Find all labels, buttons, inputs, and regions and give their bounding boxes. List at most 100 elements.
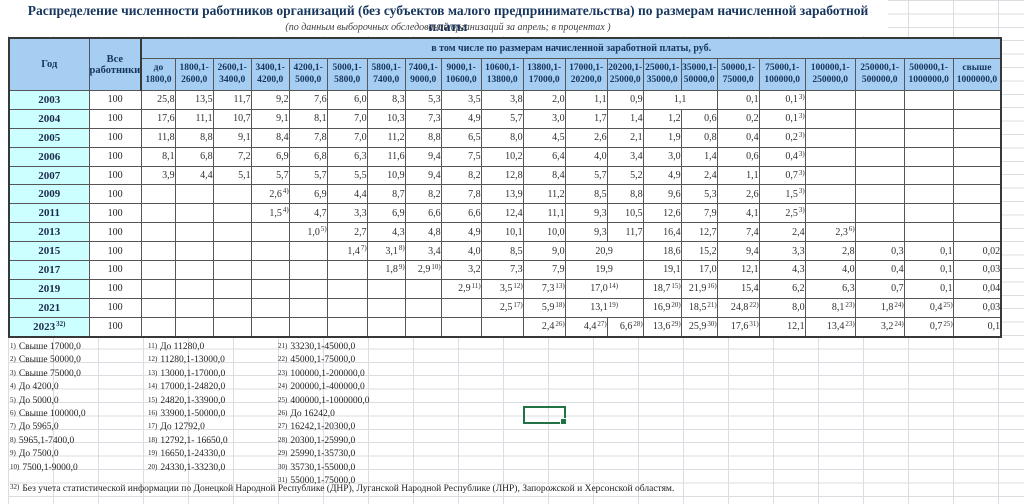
table-cell[interactable]: 4,7 — [288, 203, 328, 224]
column-header[interactable]: 250000,1- 500000,0 — [854, 58, 905, 91]
table-cell[interactable]: 5,1 — [212, 165, 252, 186]
table-cell[interactable]: 7,8 — [440, 184, 482, 205]
column-header[interactable]: 75000,1- 100000,0 — [758, 58, 806, 91]
table-cell[interactable] — [140, 203, 176, 224]
table-cell[interactable] — [952, 146, 1002, 167]
table-cell[interactable] — [404, 278, 442, 299]
table-cell[interactable] — [212, 241, 252, 262]
table-cell[interactable]: 6,4 — [522, 146, 566, 167]
table-cell[interactable] — [212, 203, 252, 224]
table-cell[interactable]: 5,7 — [288, 165, 328, 186]
table-cell[interactable]: 1,1 — [564, 90, 608, 110]
table-cell[interactable]: 10,2 — [480, 146, 524, 167]
table-cell[interactable]: 8,123) — [804, 297, 856, 318]
table-cell[interactable]: 5,2 — [606, 165, 644, 186]
table-cell[interactable]: 11,7 — [212, 90, 252, 110]
column-header[interactable]: 4200,1- 5000,0 — [288, 58, 328, 91]
table-cell[interactable] — [952, 203, 1002, 224]
table-cell[interactable] — [854, 165, 905, 186]
table-cell[interactable] — [140, 297, 176, 318]
year-cell[interactable]: 2007 — [8, 165, 90, 186]
table-cell[interactable]: 4,0 — [564, 146, 608, 167]
table-cell[interactable]: 8,5 — [564, 184, 608, 205]
column-header[interactable]: 13800,1- 17000,0 — [522, 58, 566, 91]
table-cell[interactable]: 5,3 — [680, 184, 718, 205]
table-cell[interactable]: 11,2 — [522, 184, 566, 205]
table-cell[interactable]: 11,6 — [366, 146, 406, 167]
table-cell[interactable]: 3,5 — [440, 90, 482, 110]
table-cell[interactable] — [903, 165, 954, 186]
table-cell[interactable]: 9,1 — [250, 108, 290, 129]
table-cell[interactable]: 0,04 — [952, 278, 1002, 299]
table-cell[interactable] — [804, 203, 856, 224]
table-cell[interactable] — [854, 108, 905, 129]
table-cell[interactable]: 4,5 — [522, 127, 566, 148]
table-cell[interactable]: 6,0 — [326, 90, 368, 110]
table-cell[interactable]: 9,4 — [404, 165, 442, 186]
table-cell[interactable]: 0,23) — [758, 127, 806, 148]
year-cell[interactable]: 2015 — [8, 241, 90, 262]
table-cell[interactable]: 6,2 — [758, 278, 806, 299]
table-cell[interactable]: 7,313) — [522, 278, 566, 299]
table-cell[interactable]: 9,3 — [564, 222, 608, 243]
table-cell[interactable]: 1,2 — [642, 108, 682, 129]
table-cell[interactable]: 12,6 — [642, 203, 682, 224]
table-cell[interactable] — [952, 165, 1002, 186]
table-cell[interactable]: 9,2 — [250, 90, 290, 110]
table-cell[interactable]: 6,3 — [804, 278, 856, 299]
table-cell[interactable] — [212, 278, 252, 299]
column-header[interactable]: 9000,1- 10600,0 — [440, 58, 482, 91]
table-cell[interactable]: 2,1 — [606, 127, 644, 148]
column-header[interactable]: 50000,1- 75000,0 — [716, 58, 760, 91]
table-cell[interactable]: 17,6 — [140, 108, 176, 129]
table-cell[interactable]: 6,9 — [288, 184, 328, 205]
table-cell[interactable] — [903, 222, 954, 243]
table-cell[interactable]: 0,725) — [903, 316, 954, 338]
table-cell[interactable]: 5,918) — [522, 297, 566, 318]
year-cell[interactable]: 2021 — [8, 297, 90, 318]
total-cell[interactable]: 100 — [88, 260, 142, 280]
table-cell[interactable]: 3,4 — [404, 241, 442, 262]
year-cell[interactable]: 2013 — [8, 222, 90, 243]
table-cell[interactable] — [366, 278, 406, 299]
table-cell[interactable]: 3,18) — [366, 241, 406, 262]
table-cell[interactable]: 7,6 — [288, 90, 328, 110]
total-cell[interactable]: 100 — [88, 203, 142, 224]
table-cell[interactable]: 13,629) — [642, 316, 682, 338]
table-cell[interactable]: 25,8 — [140, 90, 176, 110]
table-cell[interactable]: 1,47) — [326, 241, 368, 262]
table-cell[interactable]: 5,3 — [404, 90, 442, 110]
table-cell[interactable] — [804, 184, 856, 205]
table-cell[interactable]: 6,628) — [606, 316, 644, 338]
table-cell[interactable]: 4,4 — [174, 165, 214, 186]
table-cell[interactable]: 9,6 — [642, 184, 682, 205]
table-cell[interactable]: 7,8 — [288, 127, 328, 148]
table-cell[interactable]: 1,1 — [642, 90, 718, 110]
table-cell[interactable]: 7,0 — [326, 127, 368, 148]
year-cell[interactable]: 2017 — [8, 260, 90, 280]
total-cell[interactable]: 100 — [88, 165, 142, 186]
total-cell[interactable]: 100 — [88, 146, 142, 167]
table-cell[interactable] — [250, 316, 290, 338]
table-cell[interactable]: 2,0 — [522, 90, 566, 110]
column-header[interactable]: 17000,1- 20200,0 — [564, 58, 608, 91]
table-cell[interactable]: 4,8 — [404, 222, 442, 243]
table-cell[interactable] — [174, 203, 214, 224]
table-cell[interactable]: 3,9 — [140, 165, 176, 186]
table-cell[interactable]: 1,54) — [250, 203, 290, 224]
total-cell[interactable]: 100 — [88, 297, 142, 318]
table-cell[interactable] — [854, 203, 905, 224]
table-cell[interactable] — [854, 222, 905, 243]
table-cell[interactable] — [174, 316, 214, 338]
table-cell[interactable] — [440, 297, 482, 318]
table-cell[interactable]: 2,6 — [564, 127, 608, 148]
table-cell[interactable]: 1,824) — [854, 297, 905, 318]
table-cell[interactable]: 15,2 — [680, 241, 718, 262]
total-cell[interactable]: 100 — [88, 278, 142, 299]
column-header[interactable]: до 1800,0 — [140, 58, 176, 91]
table-cell[interactable] — [250, 260, 290, 280]
table-cell[interactable]: 2,910) — [404, 260, 442, 280]
table-cell[interactable]: 0,1 — [903, 241, 954, 262]
table-cell[interactable]: 19,9 — [564, 260, 644, 280]
table-cell[interactable]: 9,4 — [716, 241, 760, 262]
